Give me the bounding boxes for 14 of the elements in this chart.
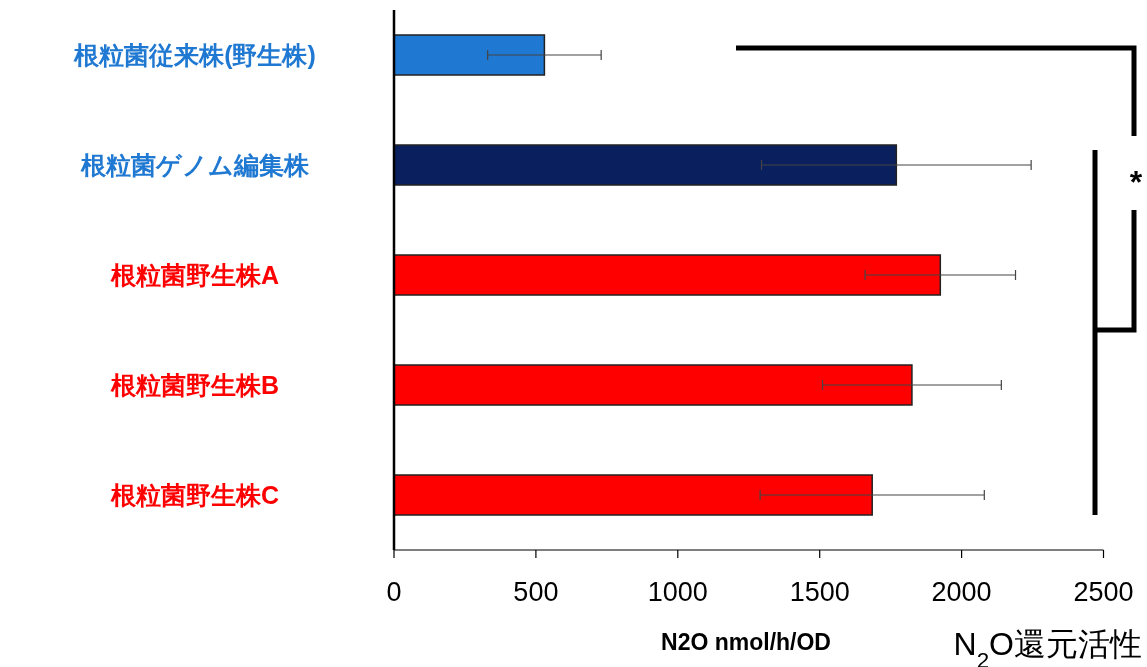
x-tick-label: 0 [386, 577, 402, 607]
x-tick-label: 1000 [647, 577, 708, 607]
y-tick-label: 根粒菌野生株C [109, 481, 280, 509]
text: * [1129, 164, 1143, 200]
x-tick-label: 2000 [931, 577, 992, 607]
x-tick-label: 2500 [1073, 577, 1134, 607]
y-tick-label: 根粒菌ゲノム編集株 [80, 151, 310, 179]
x-tick-label: 1500 [789, 577, 850, 607]
text: N$_{2}$O還元活性 [953, 626, 1142, 667]
y-tick-label: 根粒菌従来株(野生株) [73, 41, 316, 69]
x-tick-label: 500 [513, 577, 559, 607]
x-axis-title: N2O nmol/h/OD [661, 629, 831, 655]
y-tick-label: 根粒菌野生株B [109, 371, 280, 399]
y-tick-label: 根粒菌野生株A [109, 261, 280, 289]
